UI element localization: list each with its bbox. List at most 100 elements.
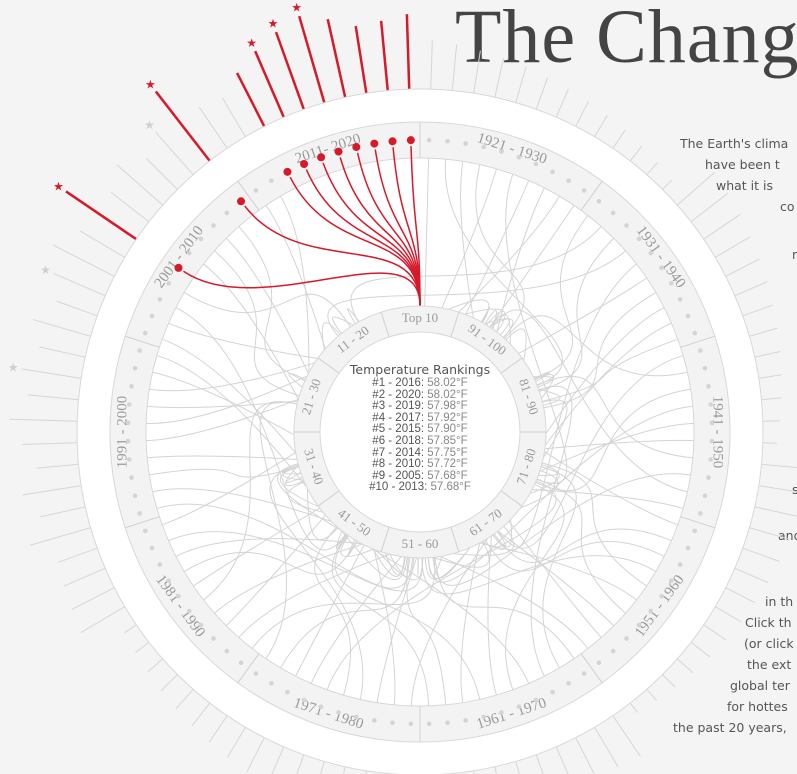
year-dot[interactable]: [706, 475, 711, 480]
year-dot[interactable]: [137, 511, 142, 516]
year-dot[interactable]: [318, 704, 324, 710]
year-dot[interactable]: [126, 457, 132, 462]
year-dot[interactable]: [137, 348, 142, 353]
year-dot[interactable]: [636, 622, 642, 628]
year-dot[interactable]: [285, 689, 290, 695]
year-dot[interactable]: [702, 493, 708, 498]
ranking-row[interactable]: #5 - 2015: 57.90°F: [335, 424, 505, 436]
year-dot[interactable]: [166, 578, 171, 583]
year-dot[interactable]: [685, 313, 691, 319]
year-dot[interactable]: [198, 236, 204, 242]
year-dot[interactable]: [166, 281, 171, 286]
year-dot[interactable]: [669, 281, 674, 286]
year-dot[interactable]: [186, 250, 192, 256]
year-dot[interactable]: [283, 167, 292, 176]
ranking-row[interactable]: #3 - 2019: 57.98°F: [335, 400, 505, 413]
year-dot[interactable]: [581, 671, 587, 676]
year-dot[interactable]: [408, 721, 414, 727]
year-dot[interactable]: [390, 720, 395, 726]
year-dot[interactable]: [157, 297, 163, 302]
year-dot[interactable]: [125, 438, 131, 444]
year-dot[interactable]: [550, 169, 555, 175]
year-dot[interactable]: [176, 593, 181, 599]
year-dot[interactable]: [659, 593, 664, 599]
year-dot[interactable]: [596, 660, 602, 666]
year-dot[interactable]: [709, 438, 715, 444]
year-dot[interactable]: [132, 366, 138, 371]
year-dot[interactable]: [372, 718, 377, 723]
year-dot[interactable]: [142, 528, 148, 534]
year-dot[interactable]: [463, 141, 468, 146]
year-dot[interactable]: [685, 545, 691, 551]
year-dot[interactable]: [624, 223, 629, 228]
year-dot[interactable]: [317, 153, 326, 162]
year-dot[interactable]: [125, 420, 131, 426]
year-dot[interactable]: [610, 210, 616, 216]
year-dot[interactable]: [596, 198, 602, 204]
year-dot[interactable]: [706, 384, 711, 389]
year-dot[interactable]: [516, 704, 522, 710]
ranking-row[interactable]: #6 - 2018: 57.85°F: [335, 435, 505, 448]
year-dot[interactable]: [669, 578, 674, 583]
year-dot[interactable]: [481, 714, 486, 720]
year-dot[interactable]: [269, 681, 274, 686]
year-dot[interactable]: [463, 718, 468, 723]
year-dot[interactable]: [566, 178, 571, 183]
year-dot[interactable]: [708, 402, 714, 407]
ranking-row[interactable]: #8 - 2010: 57.72°F: [335, 458, 505, 471]
year-dot[interactable]: [126, 402, 132, 407]
year-dot[interactable]: [149, 545, 155, 551]
year-dot[interactable]: [677, 297, 683, 302]
year-dot[interactable]: [648, 608, 654, 614]
year-dot[interactable]: [636, 236, 642, 242]
year-dot[interactable]: [186, 608, 192, 614]
year-dot[interactable]: [211, 636, 216, 641]
year-dot[interactable]: [224, 210, 230, 216]
year-dot[interactable]: [370, 139, 379, 148]
year-dot[interactable]: [336, 710, 341, 715]
decade-label[interactable]: 1991 - 2000: [114, 396, 130, 469]
year-dot[interactable]: [406, 136, 415, 145]
year-dot[interactable]: [142, 330, 148, 336]
year-dot[interactable]: [334, 147, 343, 156]
year-dot[interactable]: [481, 144, 486, 150]
decade-label[interactable]: 1941 - 1950: [710, 396, 726, 469]
year-dot[interactable]: [610, 648, 616, 654]
year-dot[interactable]: [238, 660, 244, 666]
year-dot[interactable]: [624, 636, 629, 641]
year-dot[interactable]: [499, 149, 504, 154]
year-dot[interactable]: [129, 384, 134, 389]
year-dot[interactable]: [211, 223, 216, 228]
year-dot[interactable]: [708, 457, 714, 462]
year-dot[interactable]: [354, 714, 359, 720]
year-dot[interactable]: [533, 161, 539, 167]
year-dot[interactable]: [388, 137, 397, 146]
year-dot[interactable]: [445, 138, 450, 144]
year-dot[interactable]: [224, 648, 230, 654]
year-dot[interactable]: [300, 160, 309, 169]
year-dot[interactable]: [566, 681, 571, 686]
year-dot[interactable]: [709, 420, 715, 426]
year-dot[interactable]: [533, 697, 539, 703]
year-dot[interactable]: [499, 710, 504, 715]
year-dot[interactable]: [352, 143, 361, 152]
year-dot[interactable]: [198, 622, 204, 628]
year-dot[interactable]: [149, 313, 155, 319]
year-dot[interactable]: [659, 265, 664, 271]
ranking-row[interactable]: #10 - 2013: 57.68°F: [335, 482, 505, 494]
ranking-row[interactable]: #2 - 2020: 58.02°F: [335, 389, 505, 402]
year-dot[interactable]: [426, 721, 432, 727]
year-dot[interactable]: [581, 188, 587, 193]
year-dot[interactable]: [648, 250, 654, 256]
rank-bin-label[interactable]: 51 - 60: [402, 536, 439, 551]
year-dot[interactable]: [702, 366, 708, 371]
year-dot[interactable]: [301, 697, 307, 703]
ranking-row[interactable]: #9 - 2005: 57.68°F: [335, 470, 505, 483]
ranking-row[interactable]: #1 - 2016: 58.02°F: [335, 377, 505, 390]
ranking-row[interactable]: #7 - 2014: 57.75°F: [335, 447, 505, 460]
year-dot[interactable]: [550, 689, 555, 695]
year-dot[interactable]: [253, 671, 259, 676]
year-dot[interactable]: [698, 348, 703, 353]
year-dot[interactable]: [129, 475, 134, 480]
